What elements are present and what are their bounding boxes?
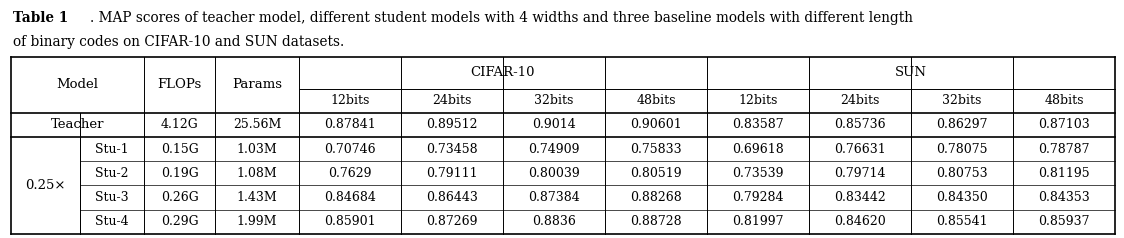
Text: 0.80039: 0.80039	[528, 167, 580, 180]
Text: 0.89512: 0.89512	[426, 118, 478, 131]
Text: 0.76631: 0.76631	[834, 143, 886, 156]
Text: 0.81195: 0.81195	[1039, 167, 1090, 180]
Text: 4.12G: 4.12G	[161, 118, 199, 131]
Text: 0.80753: 0.80753	[936, 167, 988, 180]
Text: 0.75833: 0.75833	[631, 143, 681, 156]
Text: 0.85937: 0.85937	[1039, 215, 1090, 228]
Text: 24bits: 24bits	[432, 94, 471, 107]
Text: 0.87269: 0.87269	[426, 215, 478, 228]
Text: 0.8836: 0.8836	[532, 215, 575, 228]
Text: 0.70746: 0.70746	[324, 143, 375, 156]
Text: 1.99M: 1.99M	[237, 215, 278, 228]
Text: Teacher: Teacher	[51, 118, 105, 131]
Text: 12bits: 12bits	[330, 94, 370, 107]
Text: 0.69618: 0.69618	[732, 143, 783, 156]
Text: 48bits: 48bits	[636, 94, 676, 107]
Text: 0.84620: 0.84620	[834, 215, 886, 228]
Text: CIFAR-10: CIFAR-10	[471, 66, 535, 79]
Text: 0.74909: 0.74909	[528, 143, 580, 156]
Text: 25.56M: 25.56M	[233, 118, 281, 131]
Text: of binary codes on CIFAR-10 and SUN datasets.: of binary codes on CIFAR-10 and SUN data…	[13, 35, 345, 49]
Text: 0.81997: 0.81997	[732, 215, 783, 228]
Text: 0.88268: 0.88268	[631, 191, 682, 204]
Text: 0.25×: 0.25×	[26, 179, 66, 192]
Text: Table 1: Table 1	[13, 11, 69, 25]
Text: 0.86443: 0.86443	[426, 191, 478, 204]
Text: 0.73539: 0.73539	[732, 167, 783, 180]
Text: 0.29G: 0.29G	[161, 215, 198, 228]
Text: 0.78075: 0.78075	[936, 143, 988, 156]
Text: 0.83587: 0.83587	[732, 118, 783, 131]
Text: 0.7629: 0.7629	[328, 167, 372, 180]
Text: 0.79111: 0.79111	[426, 167, 478, 180]
Text: 0.15G: 0.15G	[161, 143, 199, 156]
Text: Stu-4: Stu-4	[96, 215, 129, 228]
Text: 24bits: 24bits	[841, 94, 880, 107]
Text: 0.79284: 0.79284	[732, 191, 783, 204]
Text: 0.78787: 0.78787	[1039, 143, 1090, 156]
Text: 0.84350: 0.84350	[936, 191, 988, 204]
Text: FLOPs: FLOPs	[157, 79, 201, 91]
Text: Stu-2: Stu-2	[96, 167, 128, 180]
Text: 0.87384: 0.87384	[528, 191, 580, 204]
Text: 0.88728: 0.88728	[631, 215, 681, 228]
Text: 0.9014: 0.9014	[532, 118, 575, 131]
Text: 1.43M: 1.43M	[237, 191, 278, 204]
Text: 0.83442: 0.83442	[834, 191, 886, 204]
Text: 0.79714: 0.79714	[834, 167, 886, 180]
Text: 32bits: 32bits	[534, 94, 573, 107]
Text: SUN: SUN	[895, 66, 927, 79]
Text: 0.90601: 0.90601	[631, 118, 682, 131]
Text: 0.87841: 0.87841	[324, 118, 375, 131]
Text: 48bits: 48bits	[1044, 94, 1084, 107]
Text: 0.86297: 0.86297	[936, 118, 988, 131]
Text: 0.85901: 0.85901	[324, 215, 375, 228]
Text: 32bits: 32bits	[942, 94, 981, 107]
Text: Stu-3: Stu-3	[96, 191, 129, 204]
Text: 12bits: 12bits	[738, 94, 778, 107]
Text: 0.85541: 0.85541	[936, 215, 988, 228]
Text: 0.87103: 0.87103	[1039, 118, 1090, 131]
Text: 1.03M: 1.03M	[237, 143, 278, 156]
Text: 0.26G: 0.26G	[161, 191, 199, 204]
Text: Stu-1: Stu-1	[96, 143, 129, 156]
Text: 0.84353: 0.84353	[1039, 191, 1090, 204]
Text: 0.80519: 0.80519	[631, 167, 681, 180]
Text: Params: Params	[232, 79, 282, 91]
Text: 0.73458: 0.73458	[426, 143, 478, 156]
Text: Model: Model	[56, 79, 99, 91]
Text: 0.85736: 0.85736	[834, 118, 886, 131]
Text: 0.84684: 0.84684	[324, 191, 375, 204]
Text: 0.19G: 0.19G	[161, 167, 199, 180]
Text: 1.08M: 1.08M	[237, 167, 278, 180]
Text: . MAP scores of teacher model, different student models with 4 widths and three : . MAP scores of teacher model, different…	[90, 11, 913, 25]
